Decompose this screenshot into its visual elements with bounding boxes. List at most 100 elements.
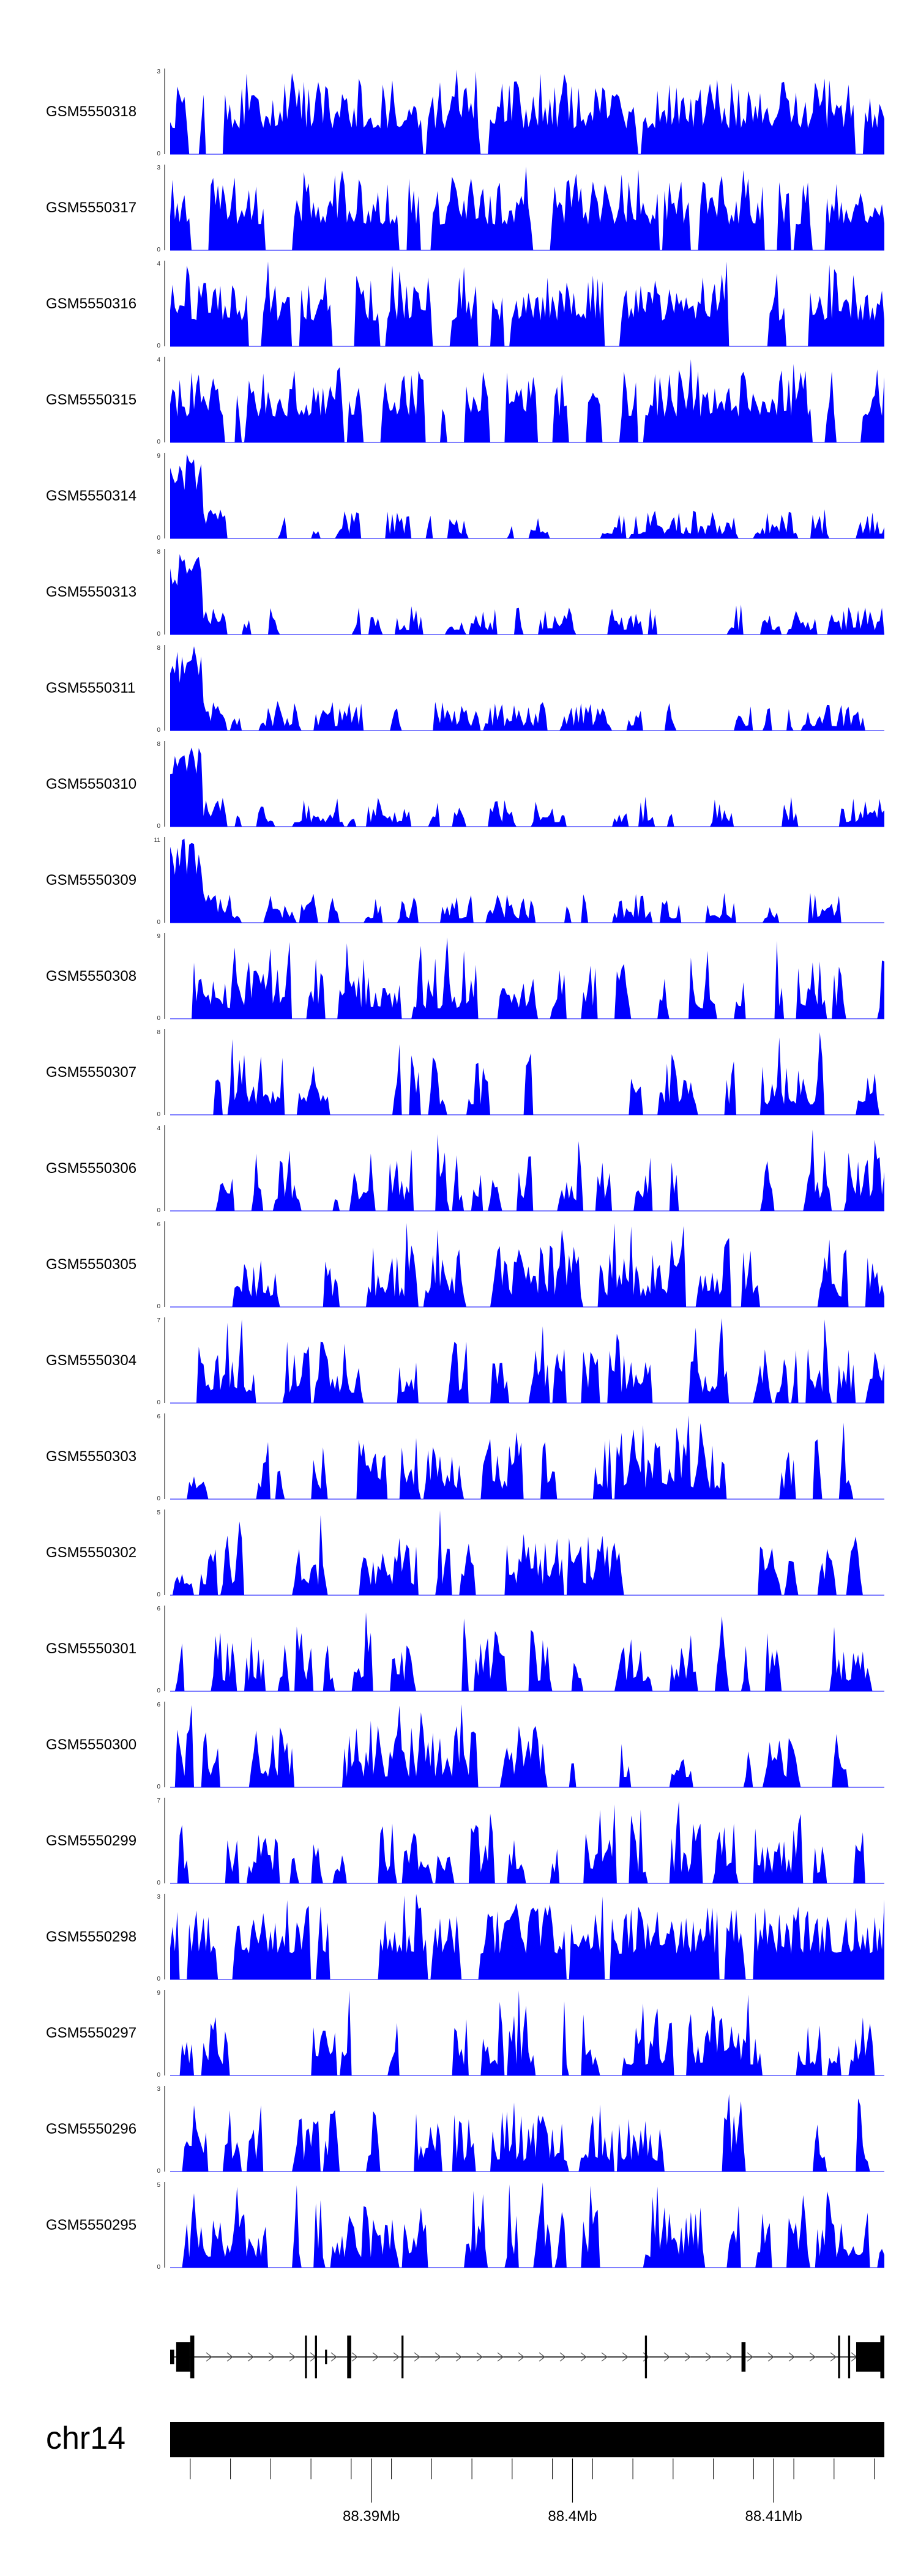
track-GSM5550296: GSM5550296 3 0 bbox=[46, 2086, 884, 2175]
signal-area bbox=[170, 261, 884, 346]
signal-area bbox=[170, 2182, 884, 2268]
track-label: GSM5550311 bbox=[46, 680, 135, 696]
y-min-label: 0 bbox=[157, 247, 160, 253]
y-min-label: 0 bbox=[157, 1880, 160, 1886]
y-max-label: 7 bbox=[157, 1798, 160, 1804]
track-label: GSM5550304 bbox=[46, 1352, 136, 1369]
signal-area bbox=[170, 2094, 884, 2172]
signal-tracks: GSM555031830GSM555031730GSM555031640GSM5… bbox=[46, 69, 884, 2271]
y-min-label: 0 bbox=[157, 1015, 160, 1022]
strand-arrow bbox=[767, 2352, 774, 2362]
strand-arrow bbox=[809, 2352, 816, 2362]
chromosome-track: chr14 bbox=[46, 2421, 884, 2457]
exon bbox=[741, 2342, 746, 2372]
track-label: GSM5550309 bbox=[46, 872, 136, 888]
track-GSM5550317: GSM5550317 3 0 bbox=[46, 165, 884, 253]
strand-arrow bbox=[393, 2352, 400, 2362]
track-GSM5550310: GSM5550310 8 0 bbox=[46, 741, 884, 830]
tick-label: 88.4Mb bbox=[548, 2508, 597, 2525]
signal-area bbox=[170, 838, 884, 923]
signal-area bbox=[170, 454, 884, 538]
y-max-label: 4 bbox=[157, 357, 160, 363]
chromosome-label: chr14 bbox=[46, 2421, 125, 2456]
exon bbox=[347, 2336, 351, 2378]
track-label: GSM5550310 bbox=[46, 776, 136, 792]
exon bbox=[170, 2350, 174, 2364]
y-min-label: 0 bbox=[157, 2072, 160, 2079]
exon bbox=[880, 2336, 884, 2378]
signal-area bbox=[170, 646, 884, 731]
signal-area bbox=[170, 1990, 884, 2075]
track-GSM5550302: GSM5550302 5 0 bbox=[46, 1509, 884, 1598]
strand-arrow bbox=[539, 2352, 545, 2362]
exon bbox=[848, 2336, 851, 2378]
signal-area bbox=[170, 1223, 884, 1307]
y-min-label: 0 bbox=[157, 439, 160, 445]
y-min-label: 0 bbox=[157, 1976, 160, 1982]
track-label: GSM5550308 bbox=[46, 968, 136, 985]
exon bbox=[401, 2336, 404, 2378]
track-label: GSM5550305 bbox=[46, 1256, 136, 1273]
strand-arrow bbox=[726, 2352, 733, 2362]
track-GSM5550307: GSM5550307 8 0 bbox=[46, 1029, 884, 1118]
y-min-label: 0 bbox=[157, 1399, 160, 1406]
signal-area bbox=[170, 1704, 884, 1787]
y-max-label: 8 bbox=[157, 1029, 160, 1036]
y-max-label: 11 bbox=[154, 837, 161, 844]
track-label: GSM5550307 bbox=[46, 1064, 136, 1081]
y-max-label: 6 bbox=[157, 1702, 160, 1708]
strand-arrow bbox=[435, 2352, 441, 2362]
tick-label: 88.41Mb bbox=[745, 2508, 802, 2525]
tick-label: 88.39Mb bbox=[343, 2508, 400, 2525]
gene-model-track bbox=[170, 2336, 884, 2378]
track-GSM5550306: GSM5550306 4 0 bbox=[46, 1125, 884, 1214]
y-min-label: 0 bbox=[157, 631, 160, 638]
track-GSM5550309: GSM5550309 11 0 bbox=[46, 837, 884, 926]
track-label: GSM5550295 bbox=[46, 2217, 136, 2233]
strand-arrow bbox=[268, 2352, 275, 2362]
chromosome-bar bbox=[170, 2422, 884, 2457]
exon bbox=[176, 2342, 190, 2372]
strand-arrow bbox=[788, 2352, 795, 2362]
y-min-label: 0 bbox=[157, 823, 160, 830]
y-min-label: 0 bbox=[157, 343, 160, 349]
track-label: GSM5550315 bbox=[46, 392, 136, 408]
track-label: GSM5550300 bbox=[46, 1737, 136, 1753]
track-GSM5550308: GSM5550308 9 0 bbox=[46, 933, 884, 1022]
exon bbox=[325, 2350, 327, 2364]
track-GSM5550303: GSM5550303 6 0 bbox=[46, 1413, 884, 1502]
signal-area bbox=[170, 1032, 884, 1115]
strand-arrow bbox=[518, 2352, 524, 2362]
strand-arrow bbox=[622, 2352, 629, 2362]
strand-arrow bbox=[559, 2352, 566, 2362]
signal-area bbox=[170, 1801, 884, 1883]
strand-arrow bbox=[455, 2352, 462, 2362]
strand-arrow bbox=[663, 2352, 670, 2362]
signal-area bbox=[170, 937, 884, 1019]
y-max-label: 5 bbox=[157, 2182, 160, 2189]
y-max-label: 8 bbox=[157, 741, 160, 748]
y-max-label: 9 bbox=[157, 933, 160, 940]
strand-arrow bbox=[830, 2352, 837, 2362]
strand-arrow bbox=[351, 2352, 358, 2362]
exon bbox=[305, 2336, 307, 2378]
track-GSM5550301: GSM5550301 6 0 bbox=[46, 1606, 884, 1694]
y-max-label: 9 bbox=[157, 453, 160, 460]
y-max-label: 3 bbox=[157, 1894, 160, 1900]
y-min-label: 0 bbox=[157, 1207, 160, 1214]
signal-area bbox=[170, 1318, 884, 1403]
strand-arrow bbox=[684, 2352, 691, 2362]
track-label: GSM5550296 bbox=[46, 2121, 136, 2137]
y-min-label: 0 bbox=[157, 1784, 160, 1790]
track-GSM5550311: GSM5550311 8 0 bbox=[46, 645, 884, 734]
y-max-label: 5 bbox=[157, 1509, 160, 1516]
y-min-label: 0 bbox=[157, 727, 160, 734]
track-label: GSM5550299 bbox=[46, 1833, 136, 1849]
y-min-label: 0 bbox=[157, 919, 160, 926]
signal-area bbox=[170, 1510, 884, 1595]
track-GSM5550299: GSM5550299 7 0 bbox=[46, 1798, 884, 1886]
signal-area bbox=[170, 1894, 884, 1979]
track-GSM5550313: GSM5550313 8 0 bbox=[46, 549, 884, 638]
track-GSM5550298: GSM5550298 3 0 bbox=[46, 1894, 884, 1982]
track-GSM5550305: GSM5550305 6 0 bbox=[46, 1221, 884, 1310]
